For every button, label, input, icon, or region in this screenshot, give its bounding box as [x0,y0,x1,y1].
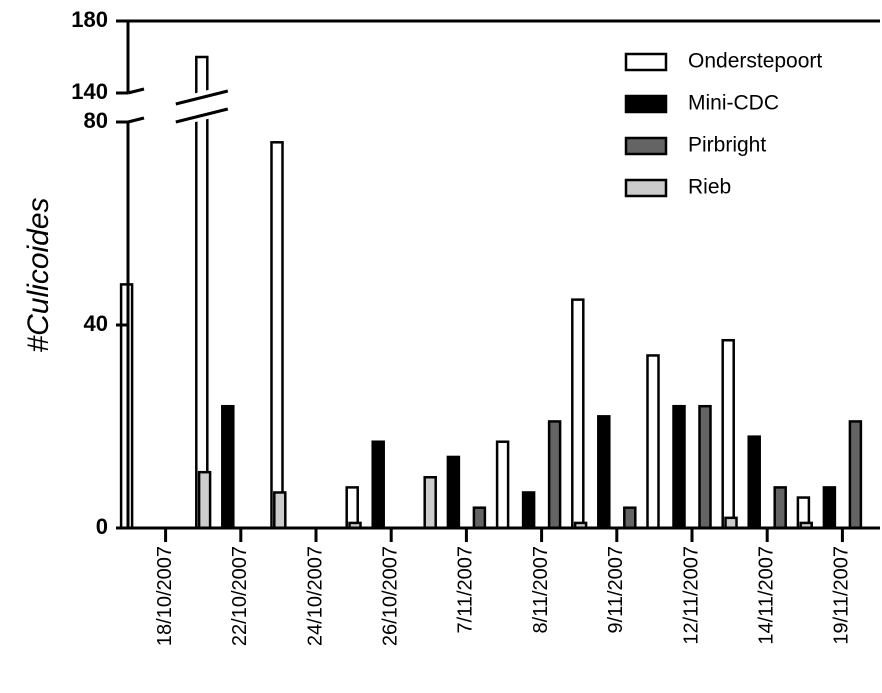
legend-label: Onderstepoort [688,50,822,73]
x-category-label: 19/11/2007 [831,546,853,645]
y-tick-label: 140 [71,79,108,104]
axis-break-mark-bottom [127,116,145,124]
x-category-label: 18/10/2007 [154,546,176,646]
bar-mini-cdc-4 [371,440,385,530]
legend-swatch [624,178,668,198]
bar-pirbright-10 [848,420,863,530]
axis-break-mark-top [127,87,145,95]
bar-mini-cdc-8 [672,404,686,530]
y-tick-label: 180 [71,7,108,32]
bar-break-mark-bottom [175,107,229,124]
bar-pirbright-7 [623,506,637,530]
bar-rieb-8 [724,516,738,530]
bar-onderstepoort-2 [195,55,209,530]
x-category-label: 22/10/2007 [229,546,251,646]
bar-rieb-2 [273,491,287,530]
y-axis-label: #Culicoides [22,197,55,352]
y-ticks: 0 40 80 140 180 [71,7,128,539]
x-category-label: 9/11/2007 [605,546,627,634]
x-category-label: 8/11/2007 [530,546,552,634]
x-category-label: 7/11/2007 [455,546,477,634]
bar-mini-cdc-7 [597,415,611,530]
y-tick-label: 80 [84,108,108,133]
legend-label: Pirbright [688,134,766,157]
bar-mini-cdc-10 [822,486,837,530]
x-ticks: 18/10/2007 22/10/2007 24/10/2007 26/10/2007… [154,528,853,646]
x-category-label: 12/11/2007 [680,546,702,645]
bar-mini-cdc-2 [221,404,235,530]
bar-mini-cdc-9 [747,435,761,530]
x-category-label: 26/10/2007 [379,546,401,646]
bar-break-gap [171,85,233,127]
y-tick-label: 40 [84,311,108,336]
bars-layer [119,55,863,530]
bar-onderstepoort-8 [646,354,660,530]
legend-swatch [624,52,668,72]
bar-onderstepoort-3 [270,141,284,530]
x-category-label: 24/10/2007 [304,546,326,646]
bar-pirbright-6 [547,420,562,530]
legend: Onderstepoort Mini-CDC Pirbright Rieb [624,50,822,199]
bar-rieb-4 [423,476,437,530]
legend-swatch [624,94,668,114]
legend-swatch [624,136,668,156]
bar-pirbright-5 [472,506,487,530]
bar-onderstepoort-9 [721,338,735,530]
x-category-label: 14/11/2007 [755,546,777,645]
bar-pirbright-8 [698,404,712,530]
bar-onderstepoort-7 [571,298,585,530]
bar-mini-cdc-5 [446,455,461,530]
bar-mini-cdc-6 [521,491,536,530]
bar-onderstepoort-6 [495,440,510,530]
bar-break-mark-top [175,89,229,106]
legend-label: Mini-CDC [688,92,779,115]
y-tick-label: 0 [96,514,108,539]
bar-rieb-1 [197,470,212,530]
bar-pirbright-9 [773,486,787,530]
legend-label: Rieb [688,176,731,199]
